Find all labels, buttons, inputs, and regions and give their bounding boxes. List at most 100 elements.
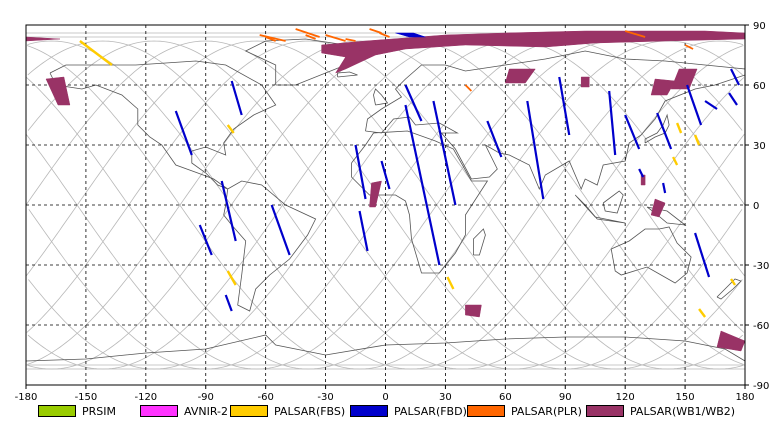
swath-fbd [224, 294, 233, 312]
swath-wb [354, 44, 376, 52]
tick-label-x: -180 [15, 392, 38, 403]
orbit-track [27, 204, 745, 370]
legend: PRSIM AVNIR-2 PALSAR(FBS) PALSAR(FBD) PA… [0, 402, 770, 420]
swath-plr [295, 28, 320, 38]
legend-item-prsim: PRSIM [38, 402, 116, 420]
tick-label-x: 30 [439, 392, 452, 403]
swath-wb [580, 76, 590, 88]
orbit-track [26, 204, 744, 370]
swath-fbd [395, 32, 426, 38]
swath-fbd [220, 180, 237, 242]
legend-label-prsim: PRSIM [82, 404, 116, 418]
swath-fbd [486, 120, 503, 158]
tick-label-x: -90 [198, 392, 214, 403]
orbit-track [25, 40, 743, 206]
legend-label-palsar-plr: PALSAR(PLR) [511, 404, 582, 418]
swath-fbd [526, 100, 545, 200]
tick-label-x: 90 [559, 392, 572, 403]
legend-item-palsar-wb: PALSAR(WB1/WB2) [586, 402, 735, 420]
coastline-south-america [223, 180, 317, 312]
swath-fbd [694, 232, 711, 278]
coastline-new-zealand [716, 278, 742, 300]
axis-ticks: -180 -150 -120 -90 -60 -30 0 30 60 90 120 150 180 90 6… [15, 21, 770, 403]
orbit-track [128, 204, 489, 370]
swath-wb [650, 78, 676, 96]
legend-label-palsar-wb: PALSAR(WB1/WB2) [630, 404, 736, 418]
legend-swatch-palsar-wb [586, 405, 624, 417]
swath-plr [259, 34, 286, 42]
swath-plr [345, 38, 356, 42]
tick-label-y: -60 [753, 321, 769, 332]
swath-wb [321, 30, 746, 74]
orbit-track [27, 40, 745, 206]
swath-fbs [446, 276, 455, 290]
orbit-track [230, 40, 592, 206]
swath-fbd [358, 210, 369, 252]
swath-wb [369, 180, 382, 208]
swath-wb [650, 198, 666, 218]
swath-fbd [270, 204, 291, 256]
orbit-track [26, 40, 744, 206]
orbit-track [27, 40, 744, 206]
swath-plr [624, 30, 646, 38]
coastline-australia [610, 226, 692, 284]
orbit-track [26, 40, 743, 206]
orbit-track [76, 40, 438, 206]
swath-fbd [404, 84, 423, 122]
swath-fbs [672, 156, 679, 166]
swath-plr [265, 36, 276, 42]
tick-label-x: 60 [499, 392, 512, 403]
coastline-madagascar [472, 228, 486, 256]
tick-label-x: -150 [75, 392, 98, 403]
swath-fbd [624, 114, 641, 150]
tick-label-x: 0 [382, 392, 388, 403]
swath-fbs [675, 122, 683, 134]
swath-wb [640, 174, 646, 186]
swath-fbd [404, 104, 441, 266]
legend-swatch-palsar-fbs [230, 405, 268, 417]
tick-label-x: -120 [134, 392, 157, 403]
legend-item-palsar-fbs: PALSAR(FBS) [230, 402, 345, 420]
swath-fbs [226, 124, 235, 134]
swath-wb [465, 304, 482, 318]
swath-wb [716, 330, 746, 352]
swath-fbd [380, 160, 391, 190]
tick-label-y: 60 [753, 81, 766, 92]
legend-item-palsar-fbd: PALSAR(FBD) [350, 402, 467, 420]
swath-plr [369, 28, 382, 34]
legend-item-palsar-plr: PALSAR(PLR) [467, 402, 582, 420]
tick-label-x: 120 [616, 392, 635, 403]
acquisition-swaths [25, 28, 746, 352]
orbit-track [28, 204, 745, 370]
swath-fbd [174, 110, 193, 156]
legend-swatch-avnir2 [140, 405, 178, 417]
swath-fbd [730, 68, 740, 86]
orbit-track [333, 204, 694, 370]
swath-fbd [686, 84, 703, 126]
tick-label-x: 150 [676, 392, 695, 403]
swath-fbs [693, 134, 701, 146]
orbit-track [179, 40, 540, 206]
legend-label-palsar-fbs: PALSAR(FBS) [274, 404, 346, 418]
orbit-track [76, 204, 437, 370]
swath-fbd [608, 90, 617, 156]
orbit-track [27, 40, 745, 206]
orbit-track [26, 205, 742, 369]
legend-label-palsar-fbd: PALSAR(FBD) [394, 404, 467, 418]
swath-fbs [698, 308, 707, 318]
swath-fbd [662, 182, 667, 194]
swath-wb [25, 36, 61, 42]
tick-label-y: -90 [753, 381, 769, 392]
swath-plr [464, 84, 473, 92]
swath-fbd [638, 168, 645, 178]
orbit-track [128, 40, 489, 206]
tick-label-x: -60 [257, 392, 273, 403]
swath-wb [504, 68, 536, 84]
orbit-track [27, 204, 744, 370]
swath-fbd [432, 100, 457, 206]
legend-item-avnir2: AVNIR-2 [140, 402, 228, 420]
coastline-iceland [337, 71, 358, 78]
swath-wb [45, 76, 71, 106]
swath-fbd [704, 100, 718, 110]
coastline-borneo [602, 190, 624, 214]
